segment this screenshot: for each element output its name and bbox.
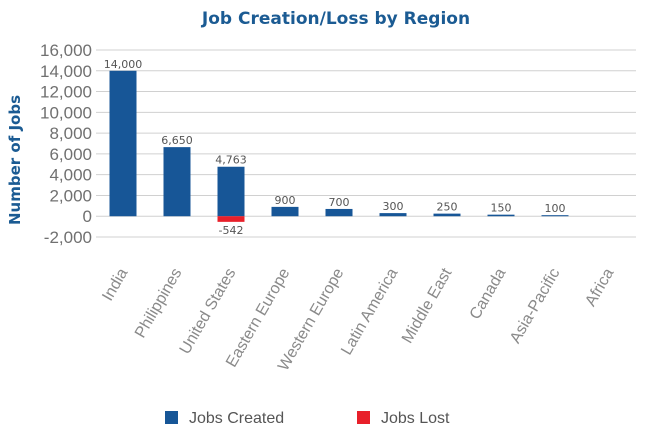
y-tick-label: 6,000 [49, 145, 92, 164]
y-tick-label: 2,000 [49, 186, 92, 205]
y-tick-label: 12,000 [40, 83, 92, 102]
legend-label: Jobs Lost [381, 410, 450, 427]
data-label: 6,650 [161, 134, 193, 147]
legend-swatch [357, 411, 370, 424]
data-label: 250 [437, 201, 458, 214]
data-label: -542 [219, 224, 244, 237]
legend: Jobs Created Jobs Lost [165, 410, 450, 427]
y-tick-label: 8,000 [49, 124, 92, 143]
x-tick-label: Latin America [338, 265, 401, 358]
y-tick-label: 4,000 [49, 166, 92, 185]
legend-label: Jobs Created [189, 410, 284, 427]
bar-jobs-lost [217, 216, 245, 222]
data-label: 4,763 [215, 154, 247, 167]
x-tick-label: Asia-Pacific [507, 266, 564, 347]
y-tick-label: 14,000 [40, 62, 92, 81]
bar-jobs-created [217, 166, 245, 217]
bar-jobs-created [271, 206, 299, 217]
data-label: 300 [383, 200, 404, 213]
x-tick-label: Canada [467, 265, 510, 322]
legend-swatch [165, 411, 178, 424]
x-tick-label: India [99, 265, 131, 304]
bar-jobs-created [163, 147, 191, 217]
data-label: 150 [491, 202, 512, 215]
data-label: 900 [275, 194, 296, 207]
x-tick-label: Africa [582, 265, 617, 309]
data-label: 700 [329, 196, 350, 209]
bar-jobs-created [379, 213, 407, 217]
y-tick-label: 0 [83, 207, 92, 226]
bar-jobs-created [487, 214, 515, 217]
chart-title: Job Creation/Loss by Region [201, 9, 470, 29]
bar-jobs-created [433, 213, 461, 217]
bars [109, 70, 569, 222]
x-tick-label: Philippines [132, 266, 185, 342]
y-tick-label: 16,000 [40, 41, 92, 60]
y-tick-label: -2,000 [44, 228, 92, 247]
data-label: 14,000 [104, 58, 143, 71]
bar-jobs-created [325, 208, 353, 217]
data-labels: 14,000 6,650 4,763 900 700 300 250 150 100 -542 [104, 58, 566, 237]
x-tick-label: Middle East [399, 265, 456, 346]
y-tick-label: 10,000 [40, 103, 92, 122]
data-label: 100 [545, 202, 566, 215]
bar-jobs-created [541, 215, 569, 217]
y-axis-label: Number of Jobs [6, 95, 24, 225]
x-tick-label: United States [177, 266, 240, 358]
bar-jobs-created [109, 70, 137, 217]
